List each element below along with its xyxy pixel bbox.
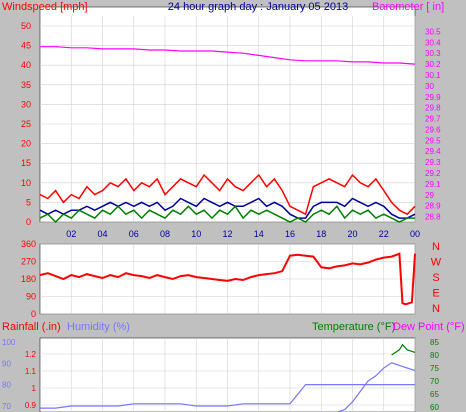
wind-tick-label: 45 — [21, 41, 31, 51]
barometer-tick-label: 30.5 — [425, 27, 441, 36]
direction-tick-label: 180 — [21, 274, 36, 284]
barometer-tick-label: 30.4 — [425, 38, 441, 47]
wind-axis-label: Windspeed [mph] — [2, 1, 88, 13]
barometer-tick-label: 30 — [425, 82, 434, 91]
series-line-temperature — [319, 362, 416, 412]
direction-tick-label: 0 — [31, 309, 36, 319]
rainfall-axis-label: Rainfall (.in) — [2, 321, 61, 333]
barometer-tick-label: 28.8 — [425, 213, 441, 222]
compass-letter: N — [432, 241, 440, 253]
wind-tick-label: 25 — [21, 119, 31, 129]
barometer-axis-label: Barometer [ in] — [372, 1, 444, 13]
barometer-tick-label: 30.2 — [425, 60, 441, 69]
barometer-tick-label: 28.9 — [425, 202, 441, 211]
barometer-tick-label: 29.1 — [425, 180, 441, 189]
wind-x-tick-label: 22 — [379, 229, 389, 239]
wind-tick-label: 30 — [21, 99, 31, 109]
wind-tick-label: 20 — [21, 139, 31, 149]
compass-letter: W — [431, 257, 442, 269]
series-line-barometer — [40, 46, 416, 65]
temp-tick-label: 65 — [430, 390, 439, 399]
barometer-tick-label: 29 — [425, 191, 434, 200]
temp-tick-label: 70 — [430, 377, 439, 386]
temp-tick-label: 80 — [430, 351, 439, 360]
temp-tick-label: 75 — [430, 364, 439, 373]
series-line-wind-speed — [39, 205, 415, 224]
direction-tick-label: 360 — [21, 239, 36, 249]
barometer-tick-label: 29.3 — [425, 158, 441, 167]
temperature-axis-label: Temperature (°F) — [312, 321, 395, 333]
wind-tick-label: 35 — [21, 80, 31, 90]
temp-tick-label: 85 — [430, 338, 439, 347]
wind-tick-label: 10 — [21, 178, 31, 188]
direction-tick-label: 270 — [21, 257, 36, 267]
wind-x-tick-label: 12 — [222, 229, 232, 239]
barometer-tick-label: 29.6 — [425, 125, 441, 134]
wind-tick-label: 5 — [26, 197, 31, 207]
barometer-tick-label: 29.9 — [425, 93, 441, 102]
rain-tick-label: 1.2 — [25, 350, 37, 359]
wind-ticks: 0 5 10 15 20 25 30 35 40 45 50 28.8 28.9 29 29.1 29.2 29… — [21, 21, 441, 239]
barometer-tick-label: 29.2 — [425, 169, 441, 178]
humidity-tick-label: 80 — [2, 381, 11, 390]
series-line-wind-direction — [39, 252, 416, 306]
compass-letter: N — [432, 303, 440, 315]
wind-x-tick-label: 02 — [66, 229, 76, 239]
barometer-tick-label: 30.1 — [425, 71, 441, 80]
wind-tick-label: 40 — [21, 60, 31, 70]
wind-x-tick-label: 00 — [410, 229, 420, 239]
wind-x-tick-label: 18 — [316, 229, 326, 239]
temp-tick-label: 60 — [430, 403, 439, 412]
humidity-tick-label: 70 — [2, 402, 11, 411]
wind-x-tick-label: 14 — [254, 229, 264, 239]
direction-series — [39, 252, 416, 306]
wind-x-tick-label: 04 — [97, 229, 107, 239]
rain-tick-label: 0.9 — [25, 401, 37, 410]
compass-letter: S — [432, 272, 439, 284]
barometer-tick-label: 29.8 — [425, 104, 441, 113]
series-line-dew-point — [391, 343, 416, 356]
wind-grid — [40, 16, 416, 223]
wind-tick-label: 0 — [26, 217, 31, 227]
dewpoint-axis-label: Dew Point (°F) — [393, 321, 465, 333]
barometer-tick-label: 30.3 — [425, 49, 441, 58]
wind-x-tick-label: 16 — [285, 229, 295, 239]
barometer-tick-label: 29.5 — [425, 136, 441, 145]
compass-letter: E — [432, 288, 439, 300]
chart-title: 24 hour graph day : January 05 2013 — [168, 1, 348, 13]
temp-grid — [40, 338, 416, 412]
wind-series — [39, 46, 416, 224]
humidity-tick-label: 90 — [2, 359, 11, 368]
barometer-tick-label: 29.4 — [425, 147, 441, 156]
wind-tick-label: 15 — [21, 158, 31, 168]
wind-tick-label: 50 — [21, 21, 31, 31]
humidity-tick-label: 100 — [2, 338, 16, 347]
temp-series — [40, 343, 416, 412]
rain-tick-label: 1 — [32, 384, 37, 393]
direction-tick-label: 90 — [26, 292, 36, 302]
series-line-humidity — [40, 384, 415, 409]
barometer-tick-label: 29.7 — [425, 115, 441, 124]
wind-x-tick-label: 10 — [191, 229, 201, 239]
humidity-axis-label: Humidity (%) — [67, 321, 130, 333]
rain-tick-label: 1.1 — [25, 367, 37, 376]
series-line-wind-average — [39, 197, 416, 219]
wind-x-tick-label: 06 — [129, 229, 139, 239]
wind-x-tick-label: 08 — [160, 229, 170, 239]
series-line-wind-gust — [39, 173, 416, 216]
wind-x-tick-label: 20 — [347, 229, 357, 239]
